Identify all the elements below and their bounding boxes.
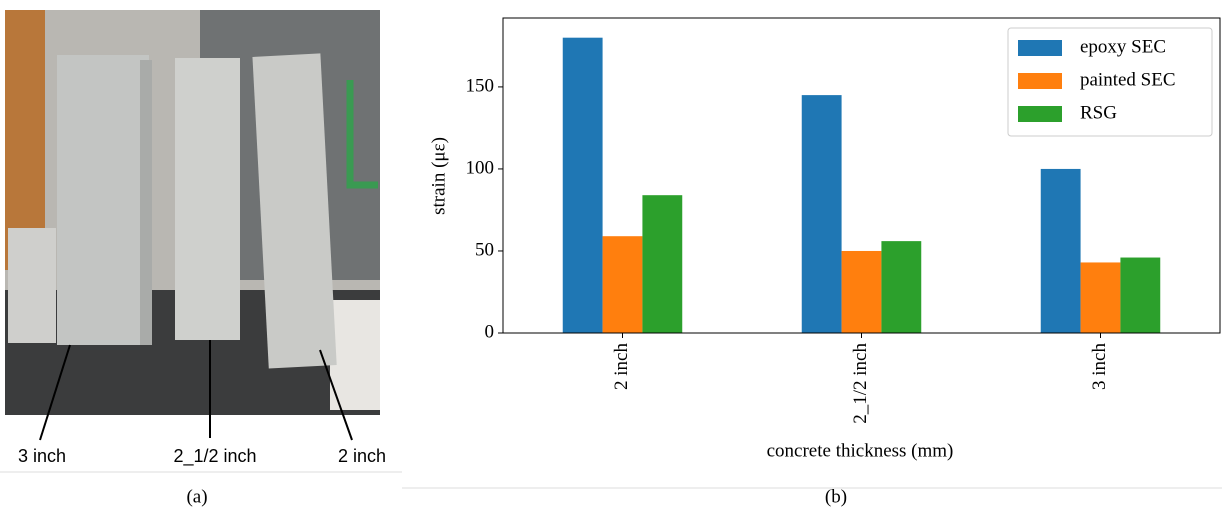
- bar: [563, 38, 603, 333]
- panel-label: (a): [186, 486, 207, 507]
- x-axis-label: concrete thickness (mm): [767, 440, 954, 461]
- legend-swatch: [1018, 40, 1062, 56]
- photo-label: 2 inch: [338, 446, 386, 466]
- bar: [1041, 169, 1081, 333]
- legend-label: painted SEC: [1080, 69, 1176, 90]
- x-tick-label: 2_1/2 inch: [850, 343, 871, 424]
- photo-label: 3 inch: [18, 446, 66, 466]
- x-tick-label: 3 inch: [1089, 343, 1110, 390]
- bar: [1120, 258, 1160, 333]
- y-tick-label: 0: [485, 321, 495, 342]
- y-tick-label: 50: [475, 239, 494, 260]
- bar: [881, 241, 921, 333]
- y-axis-label: strain (με): [428, 137, 449, 215]
- bar: [642, 195, 682, 333]
- bar: [802, 95, 842, 333]
- bar: [603, 236, 643, 333]
- x-tick-label: 2 inch: [611, 343, 632, 390]
- legend-label: epoxy SEC: [1080, 36, 1166, 57]
- legend-swatch: [1018, 106, 1062, 122]
- bar: [842, 251, 882, 333]
- figure: 3 inch 2_1/2 inch 2 inch (a) (b) concret…: [0, 0, 1222, 516]
- page: 3 inch 2_1/2 inch 2 inch (a) (b) concret…: [0, 0, 1222, 516]
- y-tick-label: 100: [466, 157, 495, 178]
- bar: [1081, 262, 1121, 333]
- panel-label: (b): [825, 486, 847, 507]
- photo: [0, 10, 402, 472]
- photo-label: 2_1/2 inch: [173, 446, 256, 467]
- legend-label: RSG: [1080, 102, 1117, 123]
- y-tick-label: 150: [466, 75, 495, 96]
- legend-swatch: [1018, 73, 1062, 89]
